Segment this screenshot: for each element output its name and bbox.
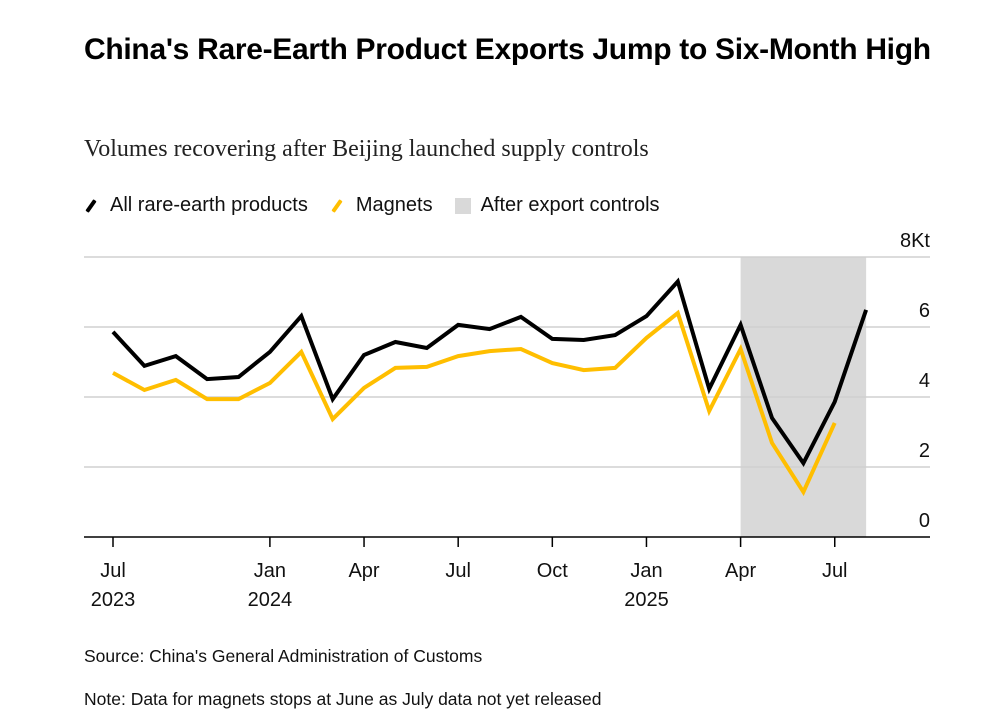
y-tick-label: 4	[919, 370, 930, 392]
x-tick-label: Apr	[725, 560, 756, 582]
x-tick-year-label: 2023	[91, 589, 136, 611]
x-tick-label: Apr	[348, 560, 379, 582]
legend-label: After export controls	[480, 194, 660, 216]
legend-item-export-controls: After export controls	[454, 194, 660, 217]
series-line-magnets	[112, 309, 837, 497]
y-tick-label: 8Kt	[900, 230, 930, 252]
x-tick-label: Oct	[537, 560, 569, 582]
y-tick-label: 6	[919, 300, 930, 322]
y-tick-label: 0	[919, 510, 930, 532]
x-tick-year-label: 2025	[624, 589, 669, 611]
x-tick-year-label: 2024	[248, 589, 293, 611]
chart-subtitle: Volumes recovering after Beijing launche…	[84, 136, 649, 162]
legend-item-all-products: All rare-earth products	[84, 194, 308, 217]
x-tick-label: Jul	[822, 560, 848, 582]
legend: All rare-earth products Magnets After ex…	[84, 194, 682, 217]
source-note: Source: China's General Administration o…	[84, 646, 483, 666]
x-tick-label: Jul	[445, 560, 471, 582]
y-tick-label: 2	[919, 440, 930, 462]
footnote: Note: Data for magnets stops at June as …	[84, 689, 602, 709]
gray-box-swatch-icon	[454, 197, 471, 214]
legend-label: All rare-earth products	[110, 194, 308, 216]
x-tick-label: Jan	[254, 560, 286, 582]
chart-title: China's Rare-Earth Product Exports Jump …	[84, 33, 931, 66]
legend-label: Magnets	[355, 194, 433, 216]
x-tick-label: Jul	[100, 560, 126, 582]
legend-item-magnets: Magnets	[330, 194, 433, 217]
x-tick-label: Jan	[630, 560, 662, 582]
